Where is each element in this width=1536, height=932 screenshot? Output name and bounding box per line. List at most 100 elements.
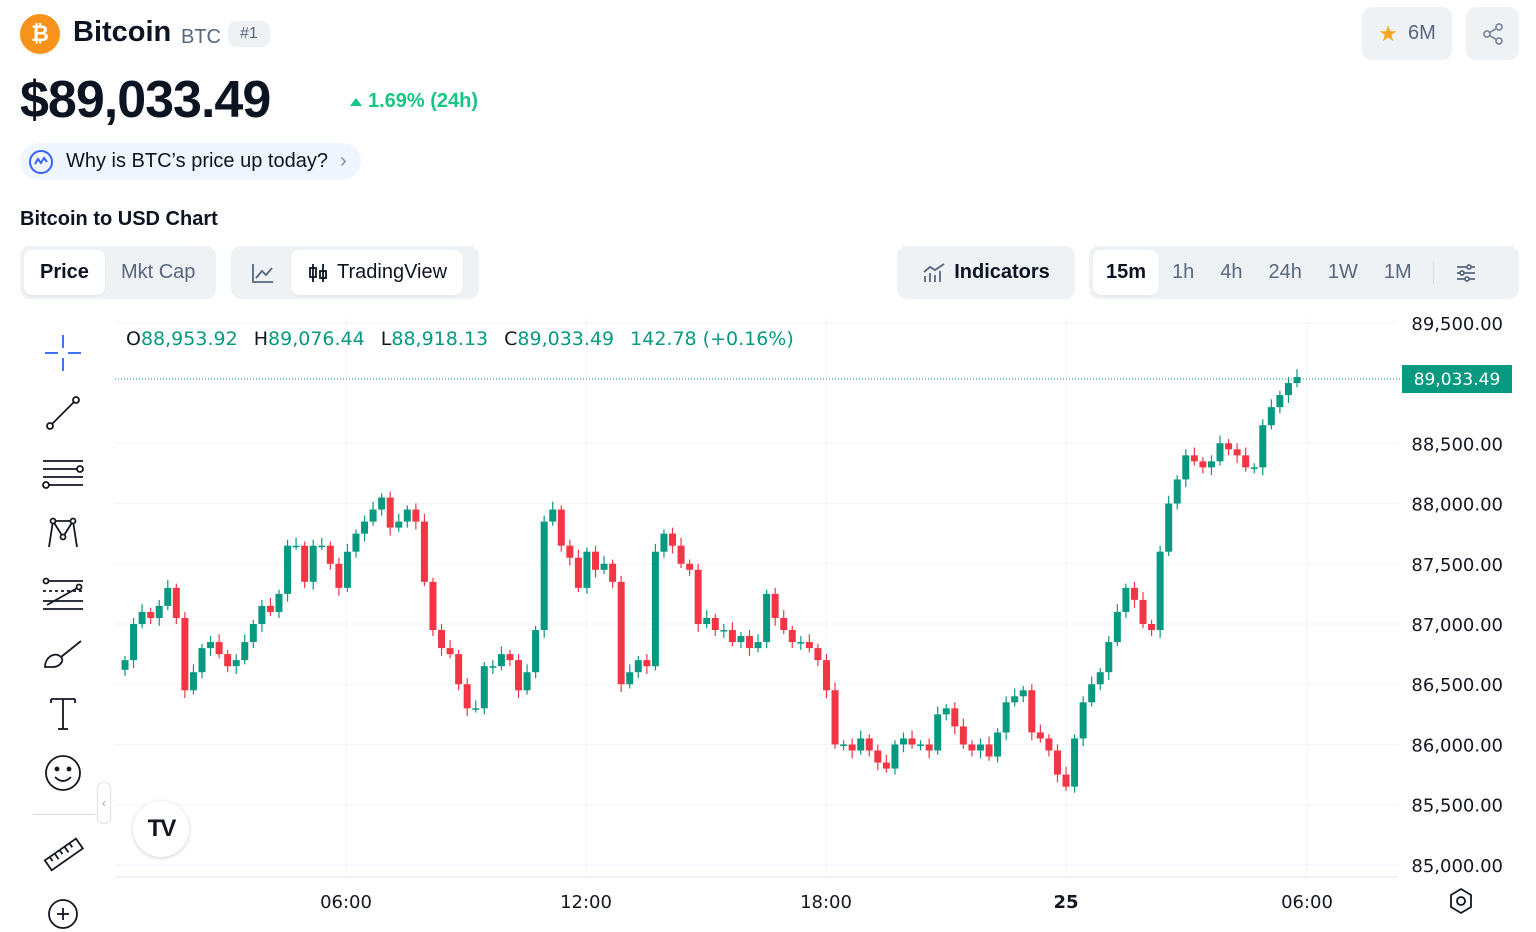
forecast-lines-icon [42, 577, 83, 610]
chart-settings-gear-icon[interactable] [1446, 886, 1476, 916]
chevron-right-icon: › [339, 150, 347, 172]
candle-body [968, 744, 976, 751]
candle-body [1216, 443, 1224, 462]
candle-body [1053, 750, 1061, 775]
candle-body [1079, 702, 1087, 739]
candle-body [1259, 425, 1267, 468]
candle-body [1293, 377, 1301, 384]
candle-body [446, 648, 454, 655]
candle-body [241, 642, 249, 661]
timeframe-24h[interactable]: 24h [1268, 261, 1302, 283]
candle-body [891, 744, 899, 769]
brush-tool[interactable] [40, 630, 86, 676]
candle-body [994, 732, 1002, 757]
candle-body [985, 744, 993, 757]
candle-body [540, 521, 548, 631]
candle-body [335, 563, 343, 588]
candle-body [121, 660, 129, 670]
tradingview-logo[interactable]: TV [133, 801, 189, 857]
candle-body [763, 593, 771, 643]
toolbar-separator [1432, 261, 1434, 284]
candle-body [549, 509, 557, 522]
x-tick-label: 06:00 [320, 892, 372, 913]
crosshair-icon [45, 335, 81, 371]
horizontal-lines-icon [42, 460, 84, 489]
candle-body [617, 581, 625, 685]
candle-body [840, 744, 848, 746]
tab-mkt-cap[interactable]: Mkt Cap [120, 261, 196, 283]
candle-body [908, 738, 916, 745]
last-price-label: 89,033.49 [1414, 370, 1501, 390]
candle-body [386, 497, 394, 528]
pattern-tool[interactable] [40, 510, 86, 556]
candle-body [420, 521, 428, 582]
candle-body [694, 569, 702, 625]
candle-body [557, 509, 565, 546]
price-chart[interactable]: 89,500.00 88,500.00 88,000.00 87,500.00 87,0… [0, 300, 1536, 932]
candle-body [686, 563, 694, 570]
trend-line-icon [46, 396, 80, 430]
candle-body [1045, 738, 1053, 751]
forecast-tool[interactable] [40, 570, 86, 616]
candle-body [669, 533, 677, 546]
timeframe-1h[interactable]: 1h [1172, 261, 1195, 283]
rank-badge: #1 [228, 21, 270, 47]
timeframe-15m[interactable]: 15m [1093, 250, 1160, 295]
candle-body [643, 660, 651, 667]
candle-body [1113, 611, 1121, 643]
candle-body [497, 654, 505, 667]
line-chart-button[interactable] [235, 250, 291, 295]
candle-body [754, 642, 762, 649]
trend-line-tool[interactable] [40, 390, 86, 436]
watchlist-count: 6M [1407, 22, 1436, 44]
candle-body [455, 654, 463, 685]
candle-body [155, 605, 163, 618]
chevron-left-icon: ‹ [102, 796, 106, 810]
candle-body [865, 738, 873, 751]
star-icon: ★ [1378, 20, 1398, 46]
candle-body [677, 545, 685, 564]
candle-body [822, 660, 830, 691]
y-tick-label: 87,500.00 [1411, 555, 1503, 576]
fib-retracement-tool[interactable] [40, 450, 86, 496]
why-price-up-label: Why is BTC’s price up today? [66, 150, 328, 172]
text-tool[interactable] [40, 690, 86, 736]
candle-body [1207, 461, 1215, 468]
emoji-tool[interactable] [40, 750, 86, 796]
candle-body [198, 648, 206, 673]
candle-body [1267, 407, 1275, 426]
candle-body [189, 672, 197, 691]
tab-price[interactable]: Price [24, 250, 105, 295]
candle-body [326, 545, 334, 564]
collapse-toolbar-button[interactable]: ‹ [97, 782, 111, 824]
candle-body [1130, 587, 1138, 600]
candle-body [574, 557, 582, 588]
share-button[interactable] [1466, 7, 1519, 60]
x-tick-label: 12:00 [560, 892, 612, 913]
tradingview-button[interactable]: TradingView [291, 250, 464, 295]
measure-tool[interactable] [40, 832, 86, 878]
why-price-up-link[interactable]: Why is BTC’s price up today? › [20, 143, 361, 180]
watchlist-button[interactable]: ★ 6M [1362, 7, 1452, 60]
candle-body [352, 533, 360, 552]
x-tick-label: 25 [1053, 892, 1078, 913]
candle-body [703, 617, 711, 625]
candle-body [626, 672, 634, 685]
timeframe-4h[interactable]: 4h [1220, 261, 1243, 283]
candle-body [343, 551, 351, 588]
candle-body [301, 545, 309, 582]
crosshair-tool[interactable] [40, 330, 86, 376]
candle-body [857, 738, 865, 751]
candle-body [232, 660, 240, 667]
candle-body [1028, 690, 1036, 733]
candle-body [797, 642, 805, 644]
ruler-icon [43, 837, 85, 872]
zoom-in-tool[interactable] [40, 892, 86, 932]
candle-body [1062, 774, 1070, 787]
candle-body [532, 630, 540, 673]
timeframe-1m[interactable]: 1M [1383, 261, 1412, 283]
indicators-button[interactable]: Indicators [897, 246, 1075, 299]
chart-settings-button[interactable] [1442, 250, 1490, 295]
timeframe-1w[interactable]: 1W [1327, 261, 1358, 283]
candle-body [1088, 684, 1096, 703]
